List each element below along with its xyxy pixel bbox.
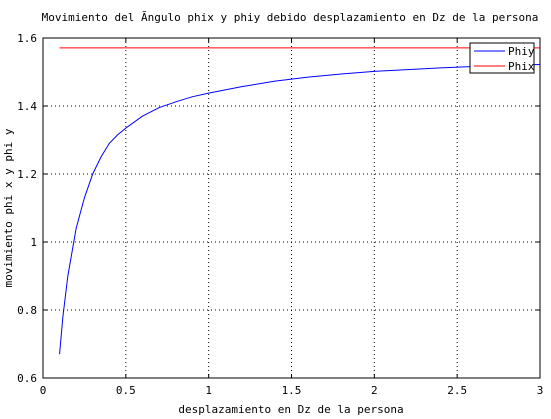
x-tick-label: 1.5 <box>282 384 302 397</box>
x-tick-label: 3 <box>537 384 544 397</box>
x-tick-label: 1 <box>205 384 212 397</box>
axis-ticks: 0 0.5 1 1.5 2 2.5 3 0.6 0.8 1 1.2 1.4 1.6 <box>17 32 543 397</box>
y-tick-label: 1 <box>30 236 37 249</box>
x-tick-label: 0.5 <box>116 384 136 397</box>
y-tick-label: 1.2 <box>17 168 37 181</box>
y-tick-label: 0.6 <box>17 372 37 385</box>
x-tick-label: 2 <box>371 384 378 397</box>
legend-box <box>469 42 535 74</box>
legend-label-phix: Phix <box>508 60 535 73</box>
x-tick-label: 0 <box>40 384 47 397</box>
y-tick-label: 1.4 <box>17 100 37 113</box>
x-axis-label: desplazamiento en Dz de la persona <box>178 403 403 416</box>
legend-label-phiy: Phiy <box>508 45 535 58</box>
x-tick-label: 2.5 <box>447 384 467 397</box>
y-tick-label: 0.8 <box>17 304 37 317</box>
series-lines <box>59 47 541 355</box>
chart-title: Movimiento del Ãngulo phix y phiy debido… <box>42 11 539 24</box>
legend: Phiy Phix <box>469 42 535 74</box>
grid-lines <box>43 38 540 378</box>
series-line-phiy <box>59 64 541 355</box>
y-tick-label: 1.6 <box>17 32 37 45</box>
y-axis-label: movimiento phi x y phi y <box>2 128 15 287</box>
